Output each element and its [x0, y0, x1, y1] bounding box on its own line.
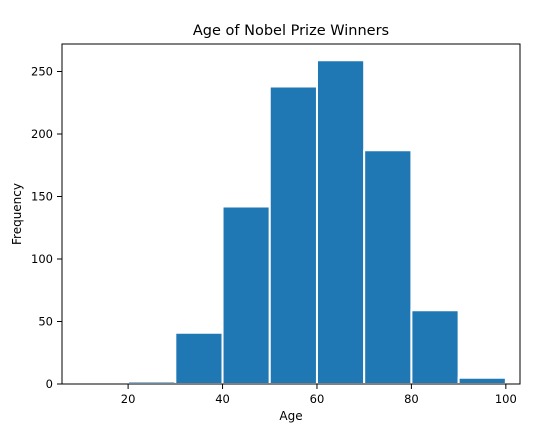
x-axis-label: Age	[279, 409, 302, 423]
histogram-bar-8	[410, 309, 460, 385]
histogram-bar-4	[221, 205, 271, 385]
x-tick-label-40: 40	[215, 392, 230, 406]
y-axis-label: Frequency	[10, 183, 24, 245]
y-tick-label-150: 150	[31, 190, 53, 204]
x-axis-ticks: 20 40 60 80 100	[121, 384, 517, 406]
chart-title: Age of Nobel Prize Winners	[193, 23, 389, 39]
x-tick-label-20: 20	[121, 392, 136, 406]
histogram-bar-9	[457, 376, 507, 385]
x-tick-label-80: 80	[404, 392, 419, 406]
y-tick-label-50: 50	[38, 315, 53, 329]
histogram-bar-7	[363, 149, 413, 385]
y-tick-label-0: 0	[46, 377, 53, 391]
plot-frame	[61, 43, 521, 385]
bars-layer	[79, 59, 507, 385]
histogram-bar-3	[174, 331, 224, 385]
y-tick-label-250: 250	[31, 65, 53, 79]
histogram-bar-5	[268, 85, 318, 385]
x-tick-label-100: 100	[495, 392, 517, 406]
histogram-bar-6	[315, 59, 366, 385]
y-tick-label-200: 200	[31, 127, 53, 141]
y-axis-ticks: 0 50 100 150 200 250	[31, 65, 62, 391]
x-tick-label-60: 60	[310, 392, 325, 406]
y-tick-label-100: 100	[31, 252, 53, 266]
